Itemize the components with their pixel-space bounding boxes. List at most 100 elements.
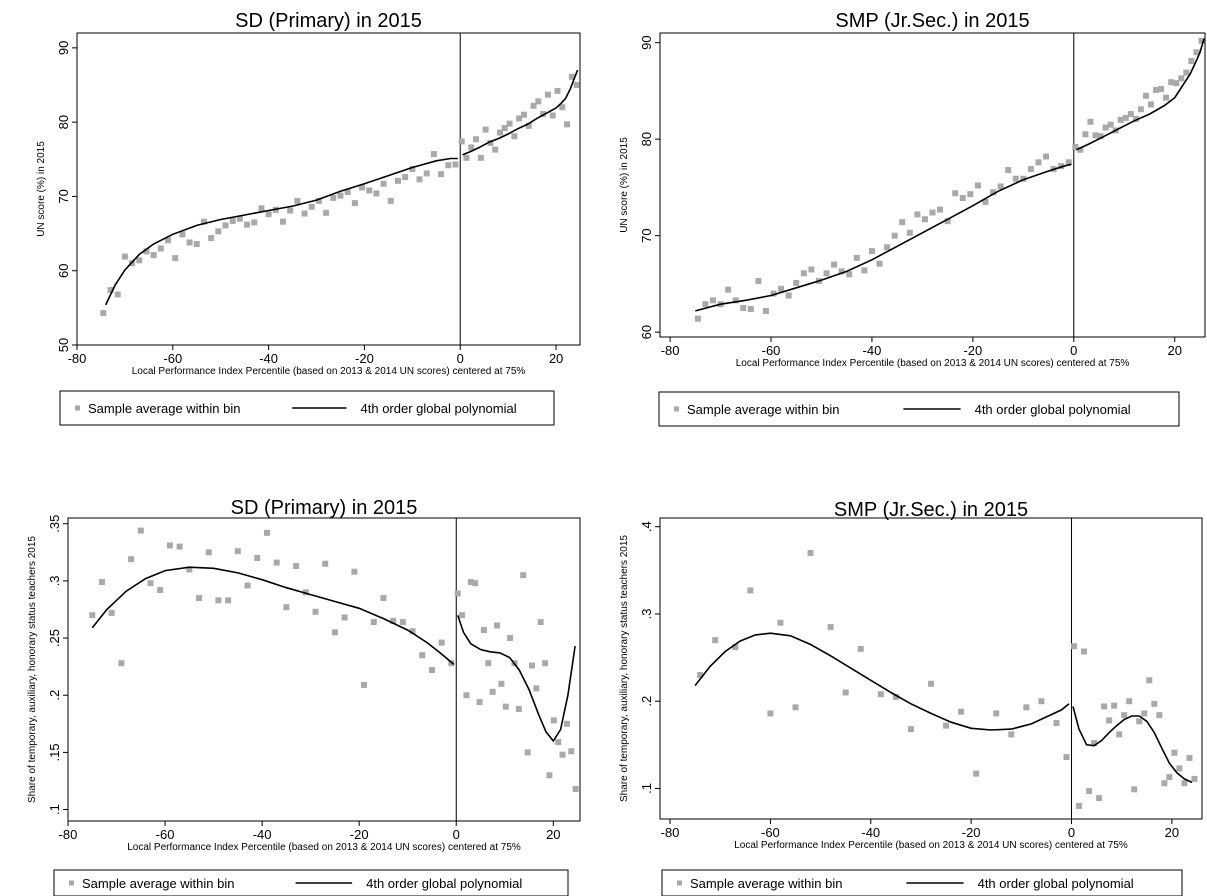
data-point — [702, 301, 709, 308]
legend-box — [658, 391, 1180, 427]
legend: Sample average within bin 4th order globa… — [661, 869, 1183, 896]
data-point — [1035, 159, 1042, 166]
data-point — [438, 639, 445, 646]
data-point — [459, 612, 466, 619]
data-point — [1171, 749, 1178, 756]
data-point — [263, 529, 270, 536]
y-tick-label: 50 — [56, 338, 71, 352]
plot-frame — [67, 517, 581, 822]
data-point — [540, 110, 547, 117]
data-point — [877, 691, 884, 698]
plot-frame — [76, 32, 581, 346]
legend-scatter-label: Sample average within bin — [88, 401, 240, 416]
data-point — [807, 549, 814, 556]
data-point — [107, 287, 114, 294]
data-point — [914, 211, 921, 218]
data-point — [559, 104, 566, 111]
data-point — [157, 587, 164, 594]
data-point — [244, 221, 251, 228]
data-point — [265, 211, 272, 218]
data-point — [387, 197, 394, 204]
data-point — [254, 555, 261, 562]
data-point — [511, 133, 518, 140]
data-point — [1087, 118, 1094, 125]
data-point — [394, 177, 401, 184]
data-point — [524, 749, 531, 756]
data-point — [1163, 94, 1170, 101]
legend-marker — [75, 405, 80, 411]
chart-title: SD (Primary) in 2015 — [231, 497, 418, 519]
data-point — [515, 705, 522, 712]
legend-line-label: 4th order global polynomial — [978, 876, 1134, 891]
data-point — [891, 232, 898, 239]
legend-marker — [677, 880, 682, 886]
data-point — [279, 218, 286, 225]
y-tick-label: .2 — [47, 690, 62, 701]
data-point — [229, 217, 236, 224]
data-point — [1122, 114, 1129, 121]
y-tick-label: 70 — [56, 189, 71, 203]
y-tick-label: .3 — [47, 575, 62, 586]
y-tick-label: 60 — [56, 263, 71, 277]
chart-title: SMP (Jr.Sec.) in 2015 — [834, 499, 1028, 521]
data-point — [1038, 698, 1045, 705]
data-point — [1081, 648, 1088, 655]
data-point — [1137, 106, 1144, 113]
data-point — [800, 270, 807, 277]
x-tick-label: 0 — [453, 827, 460, 842]
data-point — [842, 689, 849, 696]
data-point — [1020, 175, 1027, 182]
data-point — [525, 122, 532, 129]
data-point — [1005, 167, 1012, 174]
data-point — [1043, 153, 1050, 160]
fit-line — [104, 157, 458, 306]
data-point — [530, 102, 537, 109]
data-point — [1136, 718, 1143, 725]
data-point — [785, 292, 792, 299]
data-point — [568, 73, 575, 80]
data-point — [974, 182, 981, 189]
data-point — [952, 190, 959, 197]
x-axis-label: Local Performance Index Percentile (base… — [734, 840, 1128, 851]
y-tick-label: .1 — [639, 783, 654, 794]
y-tick-label: .3 — [639, 609, 654, 620]
data-point — [537, 619, 544, 626]
data-point — [1127, 111, 1134, 118]
data-point — [315, 197, 322, 204]
chart-panel-2: SMP (Jr.Sec.) in 2015 -80 -60 -40 -20 0 20 60 70… — [619, 10, 1206, 427]
chart-panel-3: SD (Primary) in 2015 -80 -60 -40 -20 0 20 .1 .15… — [27, 497, 581, 896]
data-point — [853, 254, 860, 261]
data-point — [520, 111, 527, 118]
data-point — [147, 580, 154, 587]
data-point — [225, 597, 232, 604]
data-point — [740, 305, 747, 312]
data-point — [361, 681, 368, 688]
data-point — [186, 239, 193, 246]
data-point — [542, 660, 549, 667]
data-point — [312, 608, 319, 615]
data-point — [179, 231, 186, 238]
data-point — [166, 542, 173, 549]
legend-scatter-label: Sample average within bin — [82, 876, 234, 891]
data-point — [205, 549, 212, 556]
data-point — [1191, 775, 1198, 782]
data-point — [108, 609, 115, 616]
legend-line-label: 4th order global polynomial — [361, 401, 517, 416]
data-point — [344, 188, 351, 195]
chart-title: SMP (Jr.Sec.) in 2015 — [835, 10, 1029, 32]
data-point — [755, 278, 762, 285]
data-point — [501, 125, 508, 132]
fit-line — [694, 632, 1070, 731]
data-point — [535, 98, 542, 105]
chart-panel-4: SMP (Jr.Sec.) in 2015 -80 -60 -40 -20 0 20 .1 .2… — [619, 499, 1203, 896]
data-point — [351, 200, 358, 207]
data-point — [516, 115, 523, 122]
data-point — [967, 191, 974, 198]
legend: Sample average within bin 4th order globa… — [59, 390, 555, 426]
data-point — [172, 255, 179, 262]
x-tick-label: -20 — [962, 825, 981, 840]
data-point — [1148, 101, 1155, 108]
x-tick-label: 0 — [1068, 825, 1075, 840]
data-point — [423, 170, 430, 177]
data-point — [1117, 116, 1124, 123]
